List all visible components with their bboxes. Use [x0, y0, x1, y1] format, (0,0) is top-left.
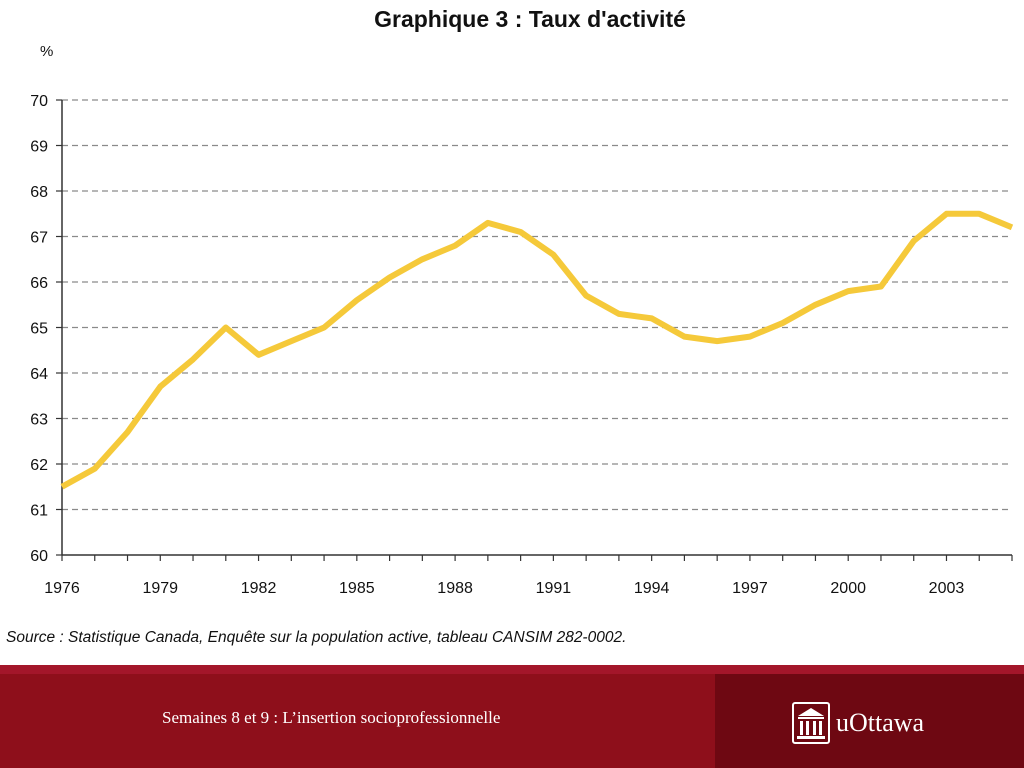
y-tick-label: 62 — [30, 457, 48, 474]
x-tick-label: 1982 — [241, 580, 277, 597]
y-tick-label: 65 — [30, 321, 48, 338]
footer-bar — [0, 665, 1024, 768]
x-ticks: 1976 1979 1982 1985 1988 1991 1994 1997 2000 2003 — [44, 555, 1013, 597]
x-tick-label: 2003 — [929, 580, 965, 597]
y-ticks: 60 61 62 63 64 65 66 67 68 69 70 — [30, 93, 62, 565]
source-note: Source : Statistique Canada, Enquête sur… — [6, 629, 627, 646]
logo-text: uOttawa — [836, 708, 925, 737]
x-tick-label: 1994 — [634, 580, 670, 597]
x-tick-label: 1991 — [536, 580, 572, 597]
building-icon — [792, 702, 830, 744]
y-tick-label: 70 — [30, 93, 48, 110]
series-line — [60, 210, 1014, 490]
grid-lines — [62, 99, 1012, 511]
x-tick-label: 1988 — [437, 580, 473, 597]
y-tick-label: 66 — [30, 275, 48, 292]
y-axis-label: % — [40, 43, 53, 60]
y-tick-label: 61 — [30, 503, 48, 520]
chart-title: Graphique 3 : Taux d'activité — [374, 6, 686, 32]
x-tick-label: 2000 — [830, 580, 866, 597]
footer-stripe — [0, 665, 1024, 674]
x-tick-label: 1997 — [732, 580, 768, 597]
y-tick-label: 68 — [30, 184, 48, 201]
y-tick-label: 69 — [30, 139, 48, 156]
footer-title: Semaines 8 et 9 : L’insertion socioprofe… — [162, 708, 501, 727]
line-chart: % 60 61 62 63 64 65 66 67 68 69 70 1976 1979 1982 198… — [30, 43, 1014, 597]
y-tick-label: 60 — [30, 548, 48, 565]
x-tick-label: 1985 — [339, 580, 375, 597]
uottawa-logo: uOttawa — [792, 702, 924, 744]
footer-logo-panel — [715, 674, 1024, 768]
x-tick-label: 1979 — [142, 580, 178, 597]
y-tick-label: 64 — [30, 366, 48, 383]
x-tick-label: 1976 — [44, 580, 80, 597]
y-tick-label: 67 — [30, 230, 48, 247]
y-tick-label: 63 — [30, 412, 48, 429]
